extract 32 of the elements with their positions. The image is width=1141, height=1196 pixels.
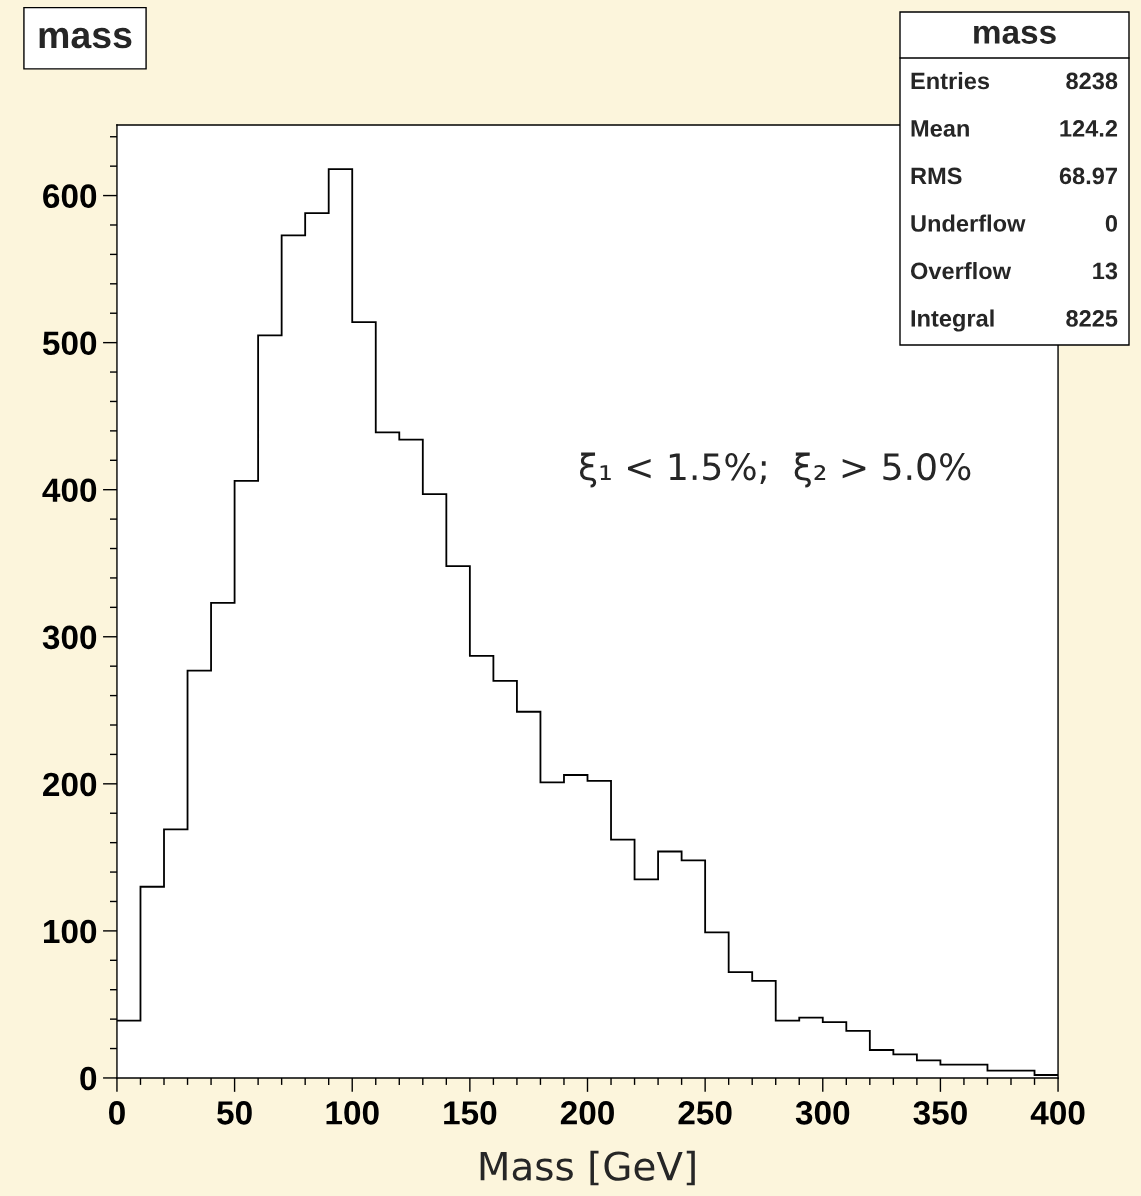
annotation: RMS bbox=[911, 167, 962, 185]
annotation: Overflow bbox=[910, 262, 1012, 280]
x-tick-label: 50 bbox=[217, 1101, 252, 1125]
y-tick-label: 500 bbox=[42, 331, 97, 356]
y-tick-label: 300 bbox=[42, 625, 97, 650]
x-tick-label: 400 bbox=[1030, 1101, 1085, 1125]
text: 68.97 bbox=[1059, 167, 1117, 185]
x-tick-label: 0 bbox=[109, 1101, 125, 1125]
y-tick-label: 400 bbox=[42, 478, 97, 503]
annotation: Mean bbox=[911, 120, 969, 137]
annotation: Underflow bbox=[911, 214, 1026, 232]
text: Entries bbox=[911, 72, 990, 90]
annotation: ξ₁ < 1.5%; ξ₂ > 5.0% bbox=[579, 452, 971, 488]
chart-title: mass bbox=[39, 27, 132, 49]
x-axis-title: Mass [GeV] bbox=[480, 1150, 695, 1186]
x-tick-label: 300 bbox=[795, 1101, 850, 1125]
y-tick-label: 100 bbox=[44, 919, 97, 944]
x-tick-label: 100 bbox=[326, 1101, 379, 1125]
y-tick-label: 0 bbox=[80, 1066, 97, 1091]
text: 13 bbox=[1093, 262, 1118, 280]
x-tick-label: 250 bbox=[678, 1101, 732, 1125]
text: mass bbox=[974, 25, 1056, 44]
text: 124.2 bbox=[1060, 120, 1118, 137]
x-tick-label: 200 bbox=[560, 1101, 614, 1125]
text: 8225 bbox=[1066, 310, 1118, 327]
y-tick-label: 600 bbox=[43, 184, 97, 208]
x-tick-label: 350 bbox=[913, 1101, 967, 1125]
annotation: Integral bbox=[911, 309, 994, 332]
text: 8238 bbox=[1066, 72, 1118, 90]
y-tick-label: 200 bbox=[43, 772, 97, 797]
x-tick-label: 150 bbox=[444, 1101, 497, 1125]
text: 0 bbox=[1105, 215, 1118, 232]
